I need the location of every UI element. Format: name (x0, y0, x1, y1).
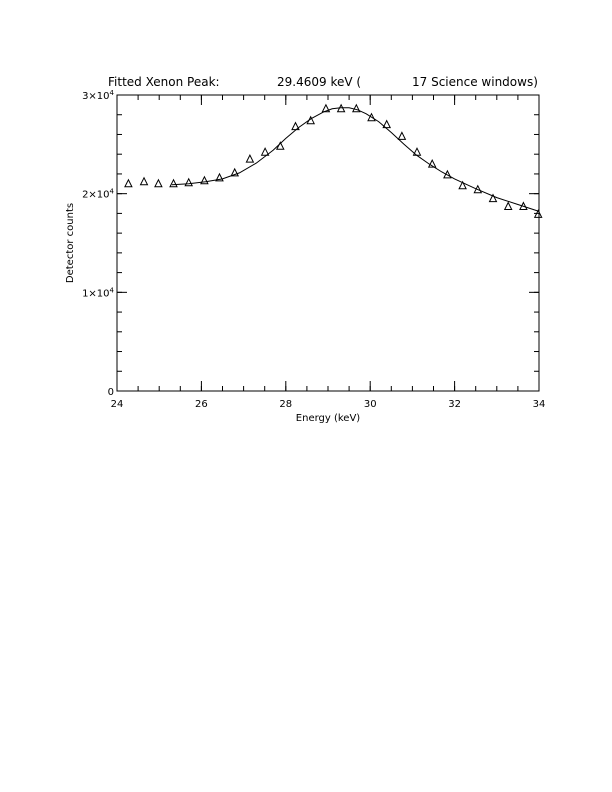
data-point-triangle (533, 209, 543, 218)
data-point-triangle (245, 153, 255, 163)
x-tick-label: 30 (364, 399, 377, 410)
axis-ticks (116, 94, 540, 392)
data-point-triangle (200, 175, 209, 185)
fit-curve (171, 107, 540, 212)
x-tick-label: 32 (448, 399, 461, 410)
data-point-triangle (124, 178, 133, 188)
chart-title-middle: 29.4609 keV ( (277, 75, 361, 89)
y-axis-label: Detector counts (65, 203, 76, 283)
x-tick-label: 34 (533, 399, 546, 410)
data-point-triangle (139, 176, 149, 186)
data-point-triangle (321, 103, 331, 113)
chart-title-right: 17 Science windows) (412, 75, 538, 89)
y-tick-label: 0 (108, 387, 114, 398)
data-point-triangle (169, 178, 178, 188)
x-tick-label: 28 (279, 399, 292, 410)
data-point-triangle (154, 178, 163, 188)
data-point-triangle (260, 147, 270, 156)
data-point-triangle (488, 193, 498, 203)
data-point-triangle (367, 112, 376, 122)
x-axis-label: Energy (keV) (296, 413, 361, 424)
y-tick-label: 1×104 (82, 286, 114, 299)
data-point-triangle (382, 119, 392, 129)
chart-title-left: Fitted Xenon Peak: (108, 75, 220, 89)
data-point-triangle (503, 201, 513, 210)
y-tick-label: 2×104 (82, 188, 114, 201)
data-point-triangle (351, 103, 361, 113)
x-tick-label: 26 (195, 399, 208, 410)
data-marks (124, 103, 543, 218)
data-point-triangle (230, 167, 240, 177)
x-tick-label: 24 (111, 399, 124, 410)
tick-labels: 24 26 28 30 32 34 0 1×104 2×104 3×104 (82, 89, 545, 410)
data-point-triangle (458, 180, 467, 190)
data-point-triangle (412, 147, 422, 156)
y-tick-label: 3×104 (82, 89, 114, 102)
data-point-triangle (184, 177, 194, 187)
data-point-triangle (215, 172, 224, 182)
data-point-triangle (427, 158, 437, 168)
plot-frame (116, 94, 540, 392)
data-point-triangle (397, 131, 407, 140)
